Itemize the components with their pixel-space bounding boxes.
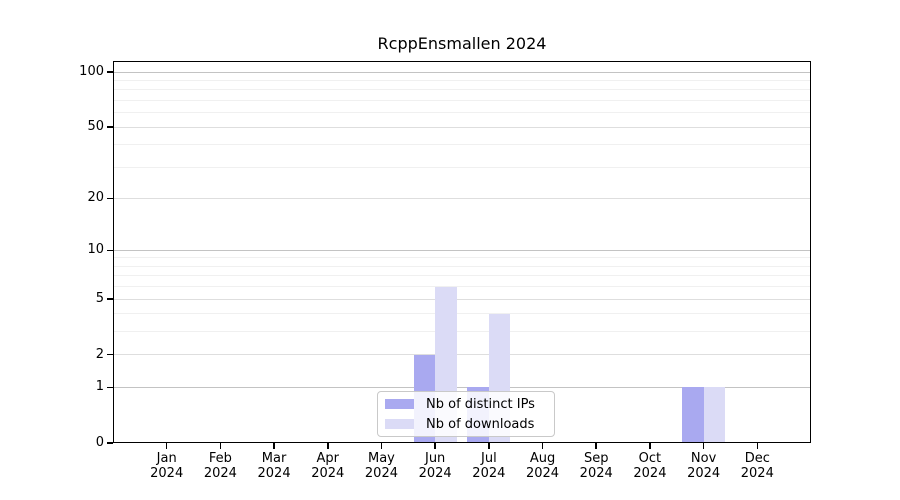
y-tick-mark [107, 442, 113, 444]
x-tick-mark [649, 443, 651, 449]
x-tick-mark [541, 443, 544, 449]
gridline [113, 197, 811, 199]
y-tick-label: 0 [95, 435, 104, 450]
y-tick-mark [107, 126, 113, 128]
legend-label-downloads: Nb of downloads [426, 416, 535, 432]
legend: Nb of distinct IPs Nb of downloads [377, 391, 555, 437]
gridline [113, 89, 811, 91]
gridline [113, 99, 811, 101]
y-tick-label: 20 [87, 190, 104, 206]
y-tick-mark [107, 71, 113, 73]
x-tick-label: Feb 2024 [203, 451, 237, 481]
x-tick-mark [165, 443, 168, 449]
x-tick-label: Nov 2024 [687, 451, 721, 481]
legend-swatch-distinct-ips [385, 399, 414, 409]
x-tick-mark [273, 443, 275, 449]
x-tick-label: Sep 2024 [579, 451, 613, 481]
x-tick-label: May 2024 [364, 451, 398, 481]
gridline [113, 354, 811, 356]
plot-area [113, 61, 811, 443]
x-tick-mark [434, 443, 436, 449]
chart-title: RcppEnsmallen 2024 [377, 34, 547, 53]
x-tick-label: Apr 2024 [311, 451, 345, 481]
legend-label-distinct-ips: Nb of distinct IPs [426, 396, 535, 412]
y-tick-label: 5 [95, 291, 104, 306]
gridline [113, 126, 811, 128]
gridline [113, 112, 811, 114]
gridline [113, 298, 811, 300]
x-tick-label: Oct 2024 [633, 451, 667, 481]
x-tick-label: Aug 2024 [525, 451, 560, 481]
y-tick-label: 100 [79, 64, 104, 80]
gridline [113, 265, 811, 267]
gridline [113, 286, 811, 288]
x-tick-mark [488, 443, 490, 449]
bar [703, 387, 726, 443]
x-tick-mark [756, 443, 759, 449]
x-tick-mark [219, 443, 222, 449]
gridline [113, 386, 811, 388]
gridline [113, 331, 811, 333]
y-tick-label: 1 [95, 379, 104, 395]
gridline [113, 275, 811, 277]
gridline [113, 166, 811, 168]
gridline [113, 249, 811, 251]
gridline [113, 144, 811, 146]
y-tick-mark [107, 197, 113, 200]
legend-item: Nb of distinct IPs [378, 394, 554, 414]
bar [682, 387, 704, 443]
y-tick-mark [107, 386, 113, 389]
x-tick-label: Jul 2024 [472, 451, 506, 481]
x-tick-mark [380, 443, 383, 449]
gridline [113, 313, 811, 315]
x-tick-label: Mar 2024 [257, 451, 291, 481]
legend-swatch-downloads [385, 419, 414, 429]
gridline [113, 80, 811, 81]
legend-item: Nb of downloads [378, 414, 554, 434]
y-tick-mark [107, 298, 113, 300]
gridline [113, 71, 811, 73]
x-tick-mark [595, 443, 597, 449]
x-tick-label: Jan 2024 [150, 451, 184, 481]
y-tick-mark [107, 249, 113, 252]
y-tick-label: 2 [95, 346, 104, 362]
x-tick-label: Dec 2024 [740, 451, 774, 481]
x-tick-mark [702, 443, 705, 449]
y-tick-label: 50 [87, 119, 104, 135]
x-tick-mark [327, 443, 329, 449]
gridline [113, 257, 811, 259]
y-tick-mark [107, 353, 113, 356]
y-tick-label: 10 [87, 242, 104, 258]
x-tick-label: Jun 2024 [418, 451, 452, 481]
